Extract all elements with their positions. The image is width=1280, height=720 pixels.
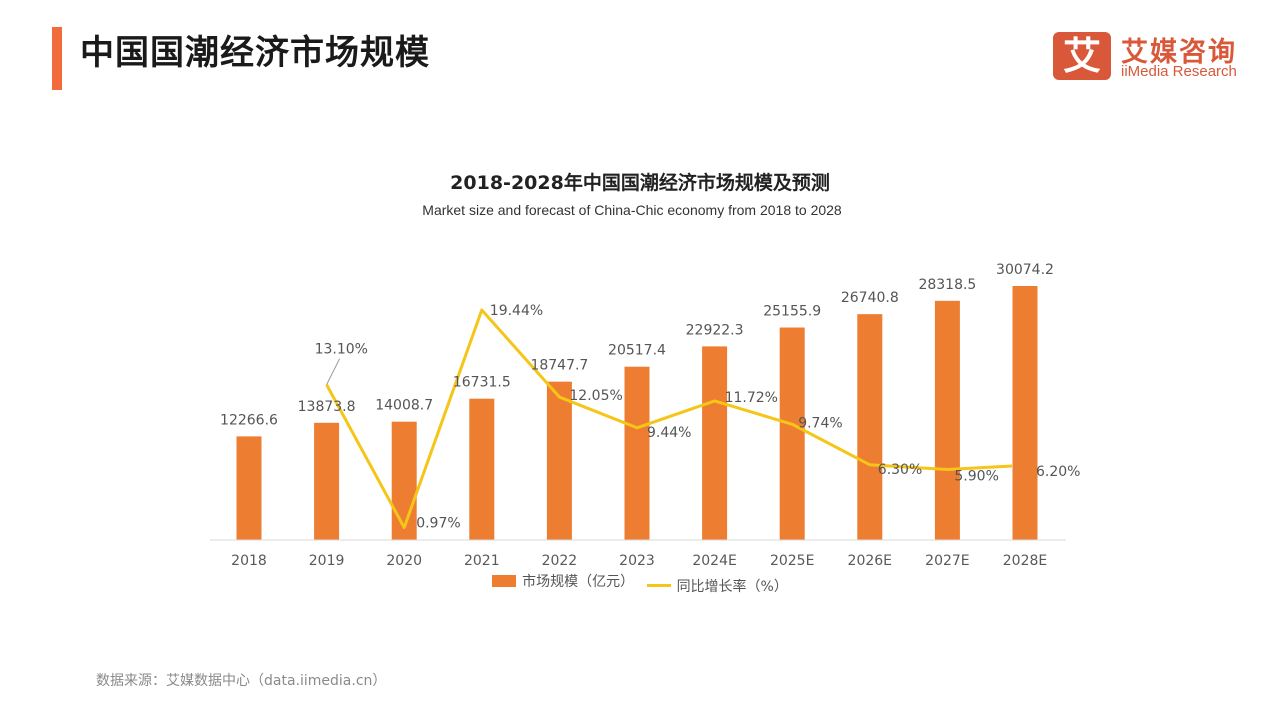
bar-2018 xyxy=(236,436,262,540)
x-tick-label-2020: 2020 xyxy=(386,553,422,569)
bar-2019 xyxy=(314,422,340,540)
legend-label-growth-rate: 同比增长率（%） xyxy=(676,578,788,595)
legend-label-market-size: 市场规模（亿元） xyxy=(522,574,635,590)
growth-label-2025E: 9.74% xyxy=(798,415,842,431)
growth-label-2022: 12.05% xyxy=(569,388,622,404)
growth-label-2021: 19.44% xyxy=(490,303,543,319)
logo-name-cn: 艾媒咨询 xyxy=(1121,37,1237,68)
x-tick-label-2026E: 2026E xyxy=(848,553,892,569)
x-tick-label-2025E: 2025E xyxy=(770,553,814,569)
labels-layer: 12266.6 2018 13873.8 2019 14008.7 2020 16731.5… xyxy=(220,262,1080,569)
x-tick-label-2024E: 2024E xyxy=(692,553,736,569)
x-tick-label-2022: 2022 xyxy=(542,553,578,569)
x-tick-label-2018: 2018 xyxy=(231,553,267,569)
growth-label-2027E: 5.90% xyxy=(954,468,998,484)
growth-rate-line xyxy=(325,308,1013,530)
bar-value-label-2024E: 22922.3 xyxy=(686,322,744,338)
growth-label-2024E: 11.72% xyxy=(725,390,778,406)
bar-value-label-2026E: 26740.8 xyxy=(841,290,899,306)
page-title: 中国国潮经济市场规模 xyxy=(80,33,430,73)
chart-subtitle: Market size and forecast of China-Chic e… xyxy=(422,202,842,218)
legend-item-growth-rate: 同比增长率（%） xyxy=(646,576,788,596)
bar-2022 xyxy=(546,381,572,540)
legend-bar-swatch-icon xyxy=(492,575,517,587)
title-accent-bar xyxy=(52,27,62,90)
bar-value-label-2028E: 30074.2 xyxy=(996,262,1054,278)
bar-2028E xyxy=(1012,286,1038,540)
x-tick-label-2019: 2019 xyxy=(309,553,345,569)
x-tick-label-2023: 2023 xyxy=(619,553,655,569)
growth-label-2020: 0.97% xyxy=(416,516,460,532)
bar-value-label-2020: 14008.7 xyxy=(375,398,433,414)
logo-name-en: iiMedia Research xyxy=(1121,63,1237,80)
bar-2020 xyxy=(391,421,417,540)
data-source-note: 数据来源：艾媒数据中心（data.iimedia.cn） xyxy=(96,673,387,689)
bar-value-label-2023: 20517.4 xyxy=(608,343,666,359)
iimedia-logo: 艾 艾媒咨询 iiMedia Research xyxy=(1053,32,1263,84)
growth-label-2023: 9.44% xyxy=(647,425,691,441)
bar-2023 xyxy=(624,366,650,540)
bar-2026E xyxy=(857,314,883,540)
bar-value-label-2021: 16731.5 xyxy=(453,375,511,391)
growth-label-2019: 13.10% xyxy=(315,342,368,358)
legend-item-market-size: 市场规模（亿元） xyxy=(492,571,634,591)
bar-2025E xyxy=(779,327,805,540)
bar-value-label-2019: 13873.8 xyxy=(298,399,356,415)
growth-label-2028E: 6.20% xyxy=(1036,464,1080,480)
bar-value-label-2027E: 28318.5 xyxy=(918,277,976,293)
x-tick-label-2028E: 2028E xyxy=(1003,553,1047,569)
bar-value-label-2018: 12266.6 xyxy=(220,412,278,428)
bar-value-label-2025E: 25155.9 xyxy=(763,304,821,320)
bar-2024E xyxy=(702,346,728,540)
bar-2027E xyxy=(934,300,960,540)
x-tick-label-2021: 2021 xyxy=(464,553,500,569)
growth-line-layer xyxy=(325,308,1013,530)
bar-2021 xyxy=(469,398,495,540)
legend-line-swatch-icon xyxy=(646,584,671,587)
logo-mark-icon: 艾 xyxy=(1053,32,1111,80)
chart-title: 2018-2028年中国国潮经济市场规模及预测 xyxy=(450,172,830,194)
chart-legend: 市场规模（亿元） 同比增长率（%） xyxy=(0,571,1280,596)
x-tick-label-2027E: 2027E xyxy=(925,553,969,569)
bar-value-label-2022: 18747.7 xyxy=(530,358,588,374)
bars-layer xyxy=(236,286,1038,540)
growth-label-leader-2019 xyxy=(326,358,341,385)
growth-label-2026E: 6.30% xyxy=(878,462,922,478)
